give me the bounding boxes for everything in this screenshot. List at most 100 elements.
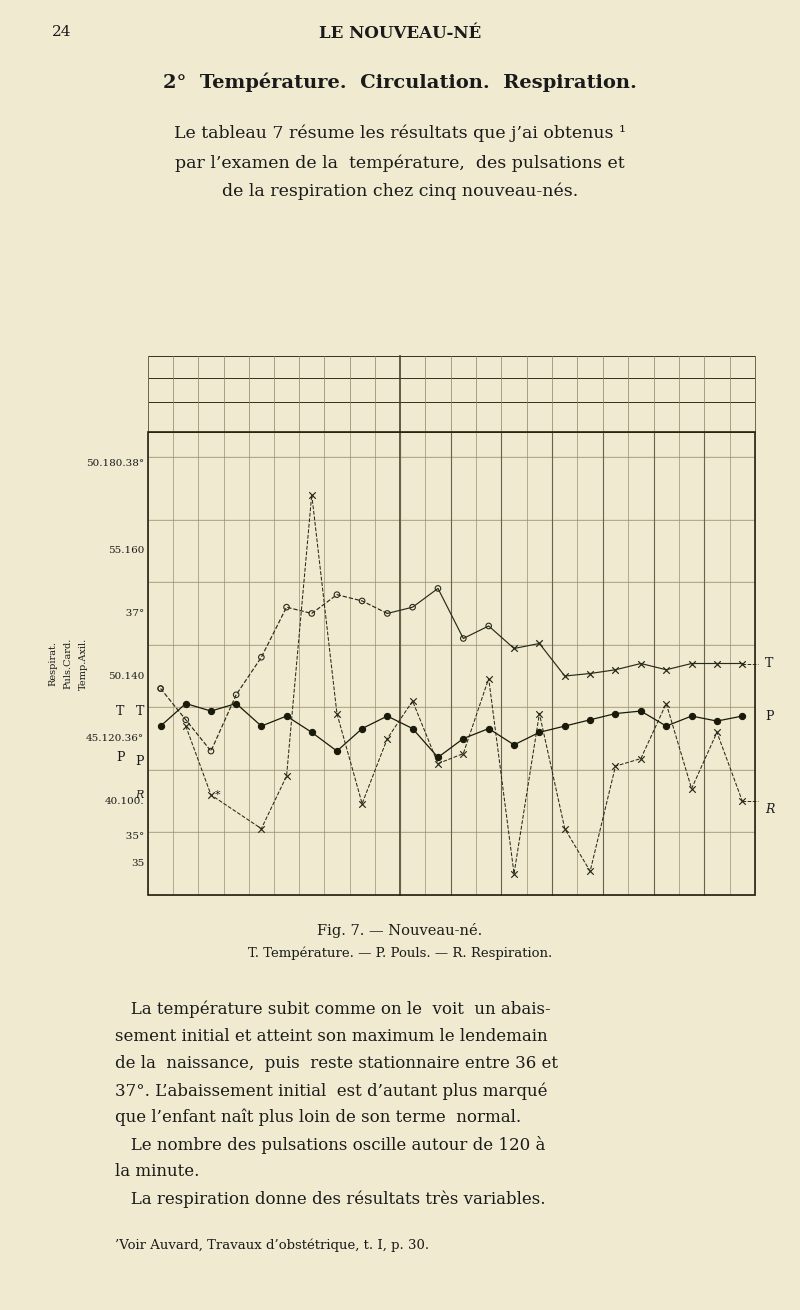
Point xyxy=(533,722,546,743)
Text: 55.160: 55.160 xyxy=(108,546,144,555)
Text: 4ᵉ: 4ᵉ xyxy=(521,403,533,414)
Text: 50.180.38°: 50.180.38° xyxy=(86,458,144,468)
Text: Nombre d'heures après la Naissance: Nombre d'heures après la Naissance xyxy=(179,380,349,389)
Text: S.: S. xyxy=(586,358,594,365)
Text: ’Voir Auvard, Travaux d’obstétrique, t. I, p. 30.: ’Voir Auvard, Travaux d’obstétrique, t. … xyxy=(115,1239,429,1252)
Point xyxy=(584,709,597,730)
Point xyxy=(558,665,571,686)
Point xyxy=(736,791,749,812)
Point xyxy=(634,748,647,769)
Text: T: T xyxy=(136,705,144,718)
Point xyxy=(306,603,318,624)
Text: de la respiration chez cinq nouveau-nés.: de la respiration chez cinq nouveau-nés. xyxy=(222,183,578,200)
Text: 40.100.: 40.100. xyxy=(104,796,144,806)
Point xyxy=(710,722,723,743)
Text: S.: S. xyxy=(687,358,696,365)
Text: Le tableau 7 résume les résultats que j’ai obtenus ¹: Le tableau 7 résume les résultats que j’… xyxy=(174,124,626,143)
Text: LE NOUVEAU-NÉ: LE NOUVEAU-NÉ xyxy=(319,25,481,42)
Text: M. S.: M. S. xyxy=(414,358,436,365)
Text: La température subit comme on le  voit  un abais-: La température subit comme on le voit un… xyxy=(115,1001,550,1018)
Text: 2: 2 xyxy=(234,358,239,367)
Text: 35°: 35° xyxy=(116,832,144,841)
Text: T: T xyxy=(765,658,774,669)
Point xyxy=(381,728,394,749)
Point xyxy=(381,603,394,624)
Point xyxy=(179,693,192,714)
Text: 13: 13 xyxy=(382,358,393,367)
Text: M.: M. xyxy=(458,358,469,365)
Text: S.: S. xyxy=(637,358,645,365)
Text: M.: M. xyxy=(610,358,621,365)
Text: 0ʰ: 0ʰ xyxy=(156,358,166,367)
Point xyxy=(205,785,218,806)
Text: Puls.Card.: Puls.Card. xyxy=(63,638,73,689)
Text: 7: 7 xyxy=(309,358,314,367)
Text: R: R xyxy=(136,790,144,800)
Text: sement initial et atteint son maximum le lendemain: sement initial et atteint son maximum le… xyxy=(115,1028,548,1045)
Text: M.: M. xyxy=(661,358,672,365)
Text: 45.120.36°: 45.120.36° xyxy=(86,734,144,743)
Point xyxy=(660,659,673,680)
Point xyxy=(457,627,470,648)
Point xyxy=(230,684,242,705)
Point xyxy=(255,647,268,668)
Point xyxy=(482,718,495,739)
Point xyxy=(685,778,698,799)
Point xyxy=(406,718,419,739)
Text: 3: 3 xyxy=(258,358,264,367)
Text: R: R xyxy=(765,803,774,816)
Point xyxy=(154,715,167,736)
Point xyxy=(685,706,698,727)
Point xyxy=(482,668,495,689)
Text: 37°: 37° xyxy=(116,609,144,618)
Point xyxy=(356,718,369,739)
Point xyxy=(154,679,167,700)
Bar xyxy=(148,379,755,402)
Point xyxy=(179,715,192,736)
Point xyxy=(533,703,546,724)
Point xyxy=(685,652,698,673)
Point xyxy=(609,659,622,680)
Point xyxy=(381,706,394,727)
Text: P: P xyxy=(116,751,125,764)
Text: —: — xyxy=(471,383,481,392)
Point xyxy=(736,706,749,727)
Text: *: * xyxy=(215,790,221,800)
Text: 35: 35 xyxy=(130,859,144,869)
Text: par l’examen de la  température,  des pulsations et: par l’examen de la température, des puls… xyxy=(175,155,625,172)
Point xyxy=(609,756,622,777)
Point xyxy=(508,735,521,756)
Text: 8ᵉ: 8ᵉ xyxy=(724,403,735,414)
Point xyxy=(154,679,167,700)
Point xyxy=(306,485,318,506)
Text: Fig. 7. — Nouveau-né.: Fig. 7. — Nouveau-né. xyxy=(318,924,482,938)
Point xyxy=(710,652,723,673)
Point xyxy=(634,652,647,673)
Point xyxy=(306,722,318,743)
Point xyxy=(330,703,343,724)
Text: 9: 9 xyxy=(334,358,340,367)
Point xyxy=(356,793,369,814)
Text: T. Température. — P. Pouls. — R. Respiration.: T. Température. — P. Pouls. — R. Respira… xyxy=(248,947,552,960)
Point xyxy=(406,690,419,711)
Text: M.: M. xyxy=(711,358,722,365)
Text: la minute.: la minute. xyxy=(115,1163,199,1180)
Text: P: P xyxy=(135,755,144,768)
Text: Respirat.: Respirat. xyxy=(49,641,58,686)
Point xyxy=(736,652,749,673)
Point xyxy=(280,765,293,786)
Point xyxy=(660,715,673,736)
Text: 50.140: 50.140 xyxy=(108,672,144,680)
Point xyxy=(179,709,192,730)
Text: La respiration donne des résultats très variables.: La respiration donne des résultats très … xyxy=(115,1189,546,1208)
Point xyxy=(280,706,293,727)
Point xyxy=(280,597,293,618)
Point xyxy=(710,710,723,731)
Text: Jour: Jour xyxy=(415,380,436,389)
Text: 5: 5 xyxy=(284,358,290,367)
Point xyxy=(584,861,597,882)
Text: 7ᵉ: 7ᵉ xyxy=(674,403,685,414)
Text: ½: ½ xyxy=(182,358,190,367)
Point xyxy=(330,584,343,605)
Text: 1ʳ Jour: 1ʳ Jour xyxy=(253,403,295,417)
